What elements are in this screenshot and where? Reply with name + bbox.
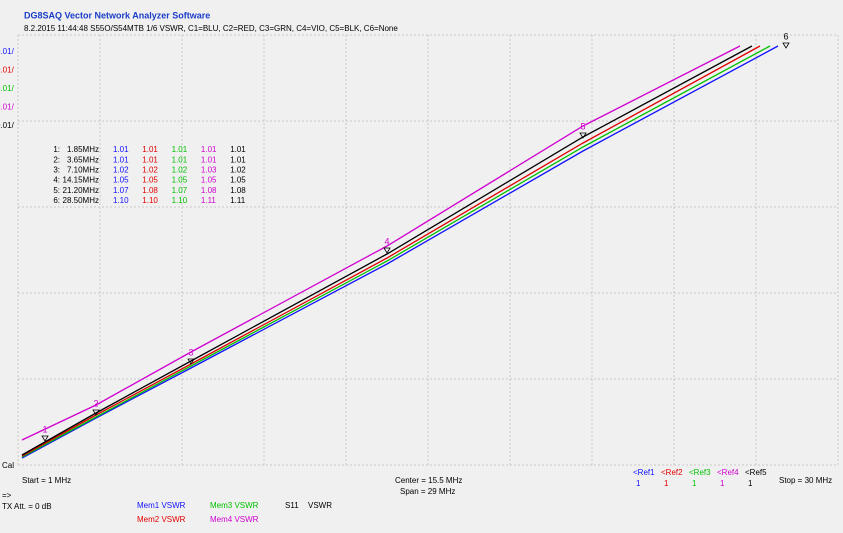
marker-value: 1.02 [172,166,188,175]
marker-value: 1.01 [113,155,129,164]
plot-marker: 1 [42,424,47,434]
marker-value: 1.01 [142,145,158,154]
marker-value: 1.11 [230,196,246,205]
marker-value: 1.05 [201,176,217,185]
marker-freq: 14.15MHz [63,176,99,185]
marker-triangle [782,42,790,49]
marker-value: 1.01 [230,155,246,164]
marker-freq: 3.65MHz [67,155,99,164]
ref-label[interactable]: <Ref2 [661,468,683,477]
marker-number: 5: [53,186,60,195]
plot-marker: 4 [384,236,389,246]
traces [21,45,779,459]
scale-label: 0.01/ [0,84,15,93]
marker-value: 1.10 [113,196,129,205]
mem-label[interactable]: Mem2 VSWR [137,515,186,524]
marker-value: 1.05 [142,176,158,185]
marker-triangle [383,247,391,254]
trace-violet [21,45,741,441]
start-label: Start = 1 MHz [22,476,71,485]
ref-label[interactable]: <Ref5 [745,468,767,477]
marker-value: 1.01 [172,155,188,164]
marker-value: 1.01 [230,145,246,154]
marker-freq: 21.20MHz [63,186,99,195]
app-title: DG8SAQ Vector Network Analyzer Software [24,10,210,20]
marker-freq: 7.10MHz [67,166,99,175]
marker-freq: 1.85MHz [67,145,99,154]
marker-value: 1.01 [142,155,158,164]
marker-number: 6: [53,196,60,205]
arrow: => [2,491,12,500]
mem-label[interactable]: Mem1 VSWR [137,501,186,510]
marker-triangle [187,358,195,365]
marker-value: 1.02 [142,166,158,175]
marker-number: 3: [53,166,60,175]
marker-value: 1.02 [230,166,246,175]
marker-number: 1: [53,145,60,154]
plot-marker: 3 [188,347,193,357]
stop-label: Stop = 30 MHz [779,476,832,485]
marker-value: 1.03 [201,166,217,175]
trace-blue [21,45,779,459]
marker-value: 1.01 [201,155,217,164]
marker-value: 1.01 [201,145,217,154]
scale-label: 0.01/ [0,103,15,112]
center-label: Center = 15.5 MHz [395,476,462,485]
marker-value: 1.11 [201,196,217,205]
scale-label: 0.01/ [0,121,15,130]
marker-triangle [41,435,49,442]
marker-value: 1.10 [142,196,158,205]
format-label[interactable]: VSWR [308,501,332,510]
marker-number: 4: [53,176,60,185]
ref-value: 1 [720,479,725,488]
tx-att: TX Att. = 0 dB [2,502,52,511]
subtitle: 8.2.2015 11:44:48 S55O/S54MTB 1/6 VSWR, … [24,24,398,33]
marker-value: 1.08 [230,186,246,195]
marker-value: 1.05 [230,176,246,185]
ref-label[interactable]: <Ref1 [633,468,655,477]
plot-marker: 5 [580,121,585,131]
marker-triangle [579,132,587,139]
ref-value: 1 [636,479,641,488]
marker-value: 1.05 [172,176,188,185]
marker-value: 1.10 [172,196,188,205]
marker-value: 1.01 [172,145,188,154]
marker-value: 1.08 [201,186,217,195]
span-label: Span = 29 MHz [400,487,455,496]
marker-value: 1.07 [172,186,188,195]
trace-black [21,45,753,456]
marker-value: 1.07 [113,186,129,195]
mem-label[interactable]: Mem3 VSWR [210,501,259,510]
ref-value: 1 [692,479,697,488]
plot-marker: 2 [93,398,98,408]
scale-label: 0.01/ [0,47,15,56]
ref-value: 1 [748,479,753,488]
ref-value: 1 [664,479,669,488]
mem-label[interactable]: Mem4 VSWR [210,515,259,524]
grid [17,34,839,466]
marker-freq: 28.50MHz [63,196,99,205]
trace-green [21,45,771,458]
marker-triangle [92,409,100,416]
marker-value: 1.05 [113,176,129,185]
dynamic: 0.01/0.01/0.01/0.01/0.01/1:1.85MHz1.011.… [0,31,790,488]
cal-label: Cal [2,461,14,470]
trace-red [21,45,761,457]
marker-value: 1.02 [113,166,129,175]
ref-label[interactable]: <Ref3 [689,468,711,477]
param-label[interactable]: S11 [285,501,299,510]
ref-label[interactable]: <Ref4 [717,468,739,477]
scale-label: 0.01/ [0,66,15,75]
marker-value: 1.08 [142,186,158,195]
marker-value: 1.01 [113,145,129,154]
plot-marker: 6 [783,31,788,41]
marker-number: 2: [53,155,60,164]
